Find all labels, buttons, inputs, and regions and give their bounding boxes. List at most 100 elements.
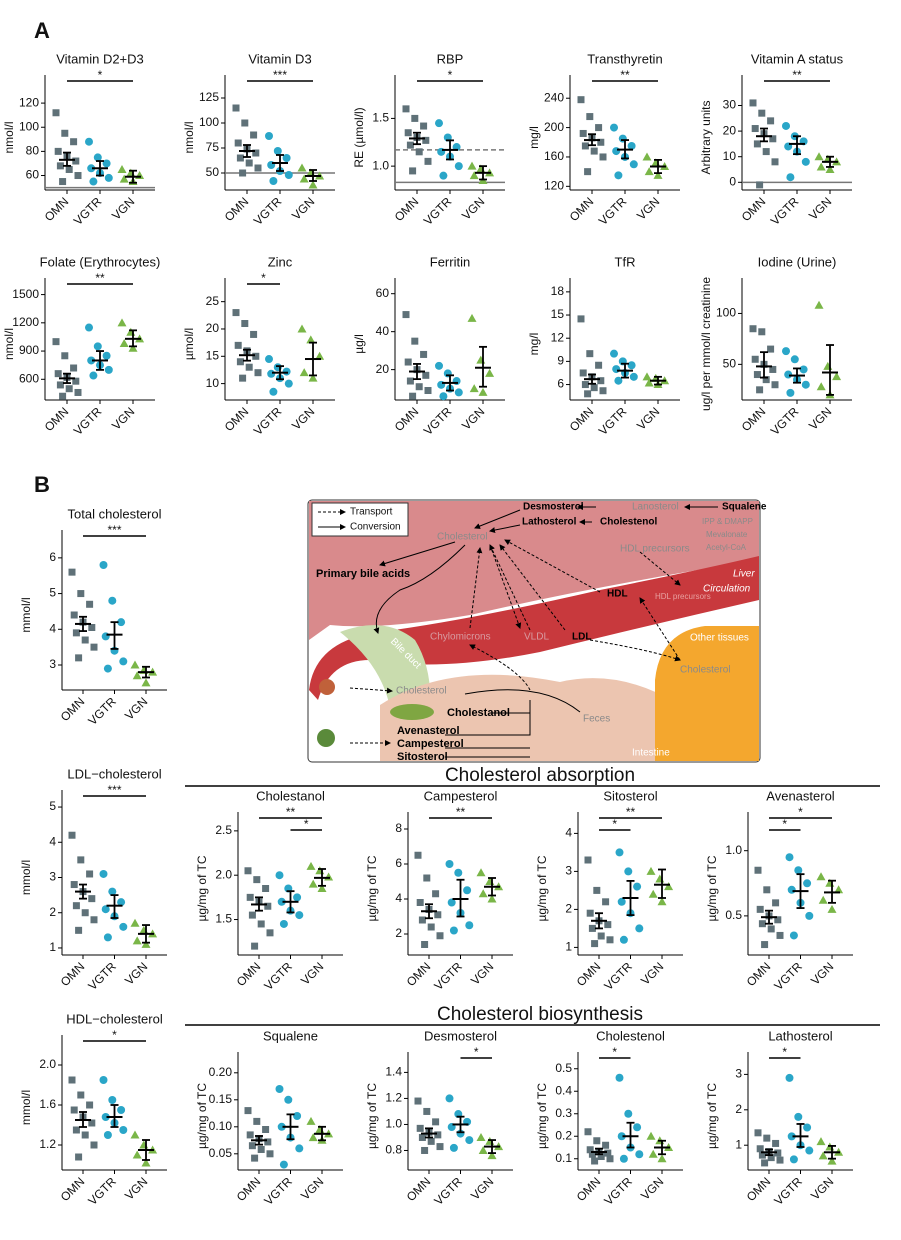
point xyxy=(794,1112,803,1121)
y-tick-label: 1.5 xyxy=(215,912,232,926)
point xyxy=(586,1146,594,1154)
point xyxy=(86,600,94,608)
point xyxy=(406,141,414,149)
diagram-label: Other tissues xyxy=(690,633,749,644)
x-tick-label: VGTR xyxy=(251,404,285,438)
point xyxy=(465,921,474,930)
panel-title: Total cholesterol xyxy=(68,506,162,521)
legend-label: Conversion xyxy=(350,522,401,533)
point xyxy=(90,1141,98,1149)
x-tick-label: VGN xyxy=(638,959,666,987)
significance-label: ** xyxy=(620,68,630,82)
point xyxy=(785,853,794,862)
x-tick-label: OMN xyxy=(404,1174,434,1204)
point xyxy=(799,365,808,374)
panel-label: A xyxy=(34,18,50,43)
point xyxy=(624,1109,633,1118)
x-tick-label: VGTR xyxy=(421,404,455,438)
y-tick-label: 80 xyxy=(26,144,40,158)
point xyxy=(786,388,795,397)
diagram-label: Cholesterol xyxy=(396,686,447,697)
y-tick-label: 200 xyxy=(544,120,564,134)
point xyxy=(593,1137,601,1145)
point xyxy=(418,916,426,924)
y-axis-label: µg/mg of TC xyxy=(365,855,379,921)
point xyxy=(439,171,448,180)
y-tick-label: 2.0 xyxy=(39,1057,56,1071)
point xyxy=(756,1145,764,1153)
point xyxy=(293,893,302,902)
point xyxy=(423,1107,431,1115)
point xyxy=(266,929,274,937)
y-tick-label: 15 xyxy=(206,348,220,362)
diagram-label: Cholesterol xyxy=(680,665,731,676)
x-tick-label: VGTR xyxy=(601,959,635,993)
significance-label: * xyxy=(782,817,787,831)
y-tick-label: 900 xyxy=(19,343,39,357)
point xyxy=(763,1134,771,1142)
y-tick-label: 4 xyxy=(49,834,56,848)
y-tick-label: 0.10 xyxy=(209,1119,233,1133)
point xyxy=(299,174,309,183)
point xyxy=(435,361,443,370)
point xyxy=(88,624,96,631)
point xyxy=(253,1117,261,1125)
point xyxy=(299,368,309,377)
diagram-label: Avenasterol xyxy=(397,725,460,737)
x-tick-label: OMN xyxy=(739,194,769,224)
point xyxy=(421,941,429,948)
point xyxy=(635,1150,644,1159)
point xyxy=(262,885,270,892)
point xyxy=(612,365,621,374)
y-tick-label: 10 xyxy=(206,376,220,390)
point xyxy=(758,1151,766,1159)
panel-title: Ferritin xyxy=(430,254,470,269)
x-tick-label: VGN xyxy=(289,404,317,432)
point xyxy=(308,1133,318,1142)
point xyxy=(434,911,442,919)
point xyxy=(584,1128,592,1136)
y-tick-label: 0.5 xyxy=(725,908,742,922)
point xyxy=(250,131,258,139)
point xyxy=(117,164,127,173)
point xyxy=(581,381,589,389)
point xyxy=(93,342,102,351)
point xyxy=(415,148,423,156)
y-tick-label: 3 xyxy=(49,657,56,671)
y-tick-label: 1 xyxy=(735,1137,742,1151)
meat-icon xyxy=(319,679,335,695)
y-tick-label: 1200 xyxy=(12,315,39,329)
y-axis-label: µg/mg of TC xyxy=(195,1083,209,1149)
x-tick-label: VGN xyxy=(109,404,137,432)
y-tick-label: 600 xyxy=(19,371,39,385)
y-axis-label: µg/mg of TC xyxy=(705,855,719,921)
liver xyxy=(309,501,759,640)
point xyxy=(103,933,112,942)
point xyxy=(306,335,316,344)
y-tick-label: 1 xyxy=(565,940,572,954)
x-tick-label: VGTR xyxy=(71,194,105,228)
y-tick-label: 120 xyxy=(544,179,564,193)
point xyxy=(642,372,652,381)
point xyxy=(758,109,766,117)
point xyxy=(248,1142,256,1150)
point xyxy=(253,876,261,884)
point xyxy=(614,171,623,180)
y-tick-label: 2 xyxy=(565,902,572,916)
x-tick-label: VGN xyxy=(634,194,662,222)
point xyxy=(308,879,318,888)
y-axis-label: µg/mg of TC xyxy=(365,1083,379,1149)
point xyxy=(476,868,486,877)
point xyxy=(657,897,667,906)
x-tick-label: OMN xyxy=(404,959,434,989)
point xyxy=(787,1132,796,1141)
point xyxy=(70,611,78,619)
x-tick-label: OMN xyxy=(42,194,72,224)
y-axis-label: mmol/l xyxy=(19,860,33,895)
point xyxy=(77,856,85,864)
point xyxy=(244,1107,252,1115)
point xyxy=(485,368,495,377)
point xyxy=(753,371,761,379)
point xyxy=(584,390,592,398)
